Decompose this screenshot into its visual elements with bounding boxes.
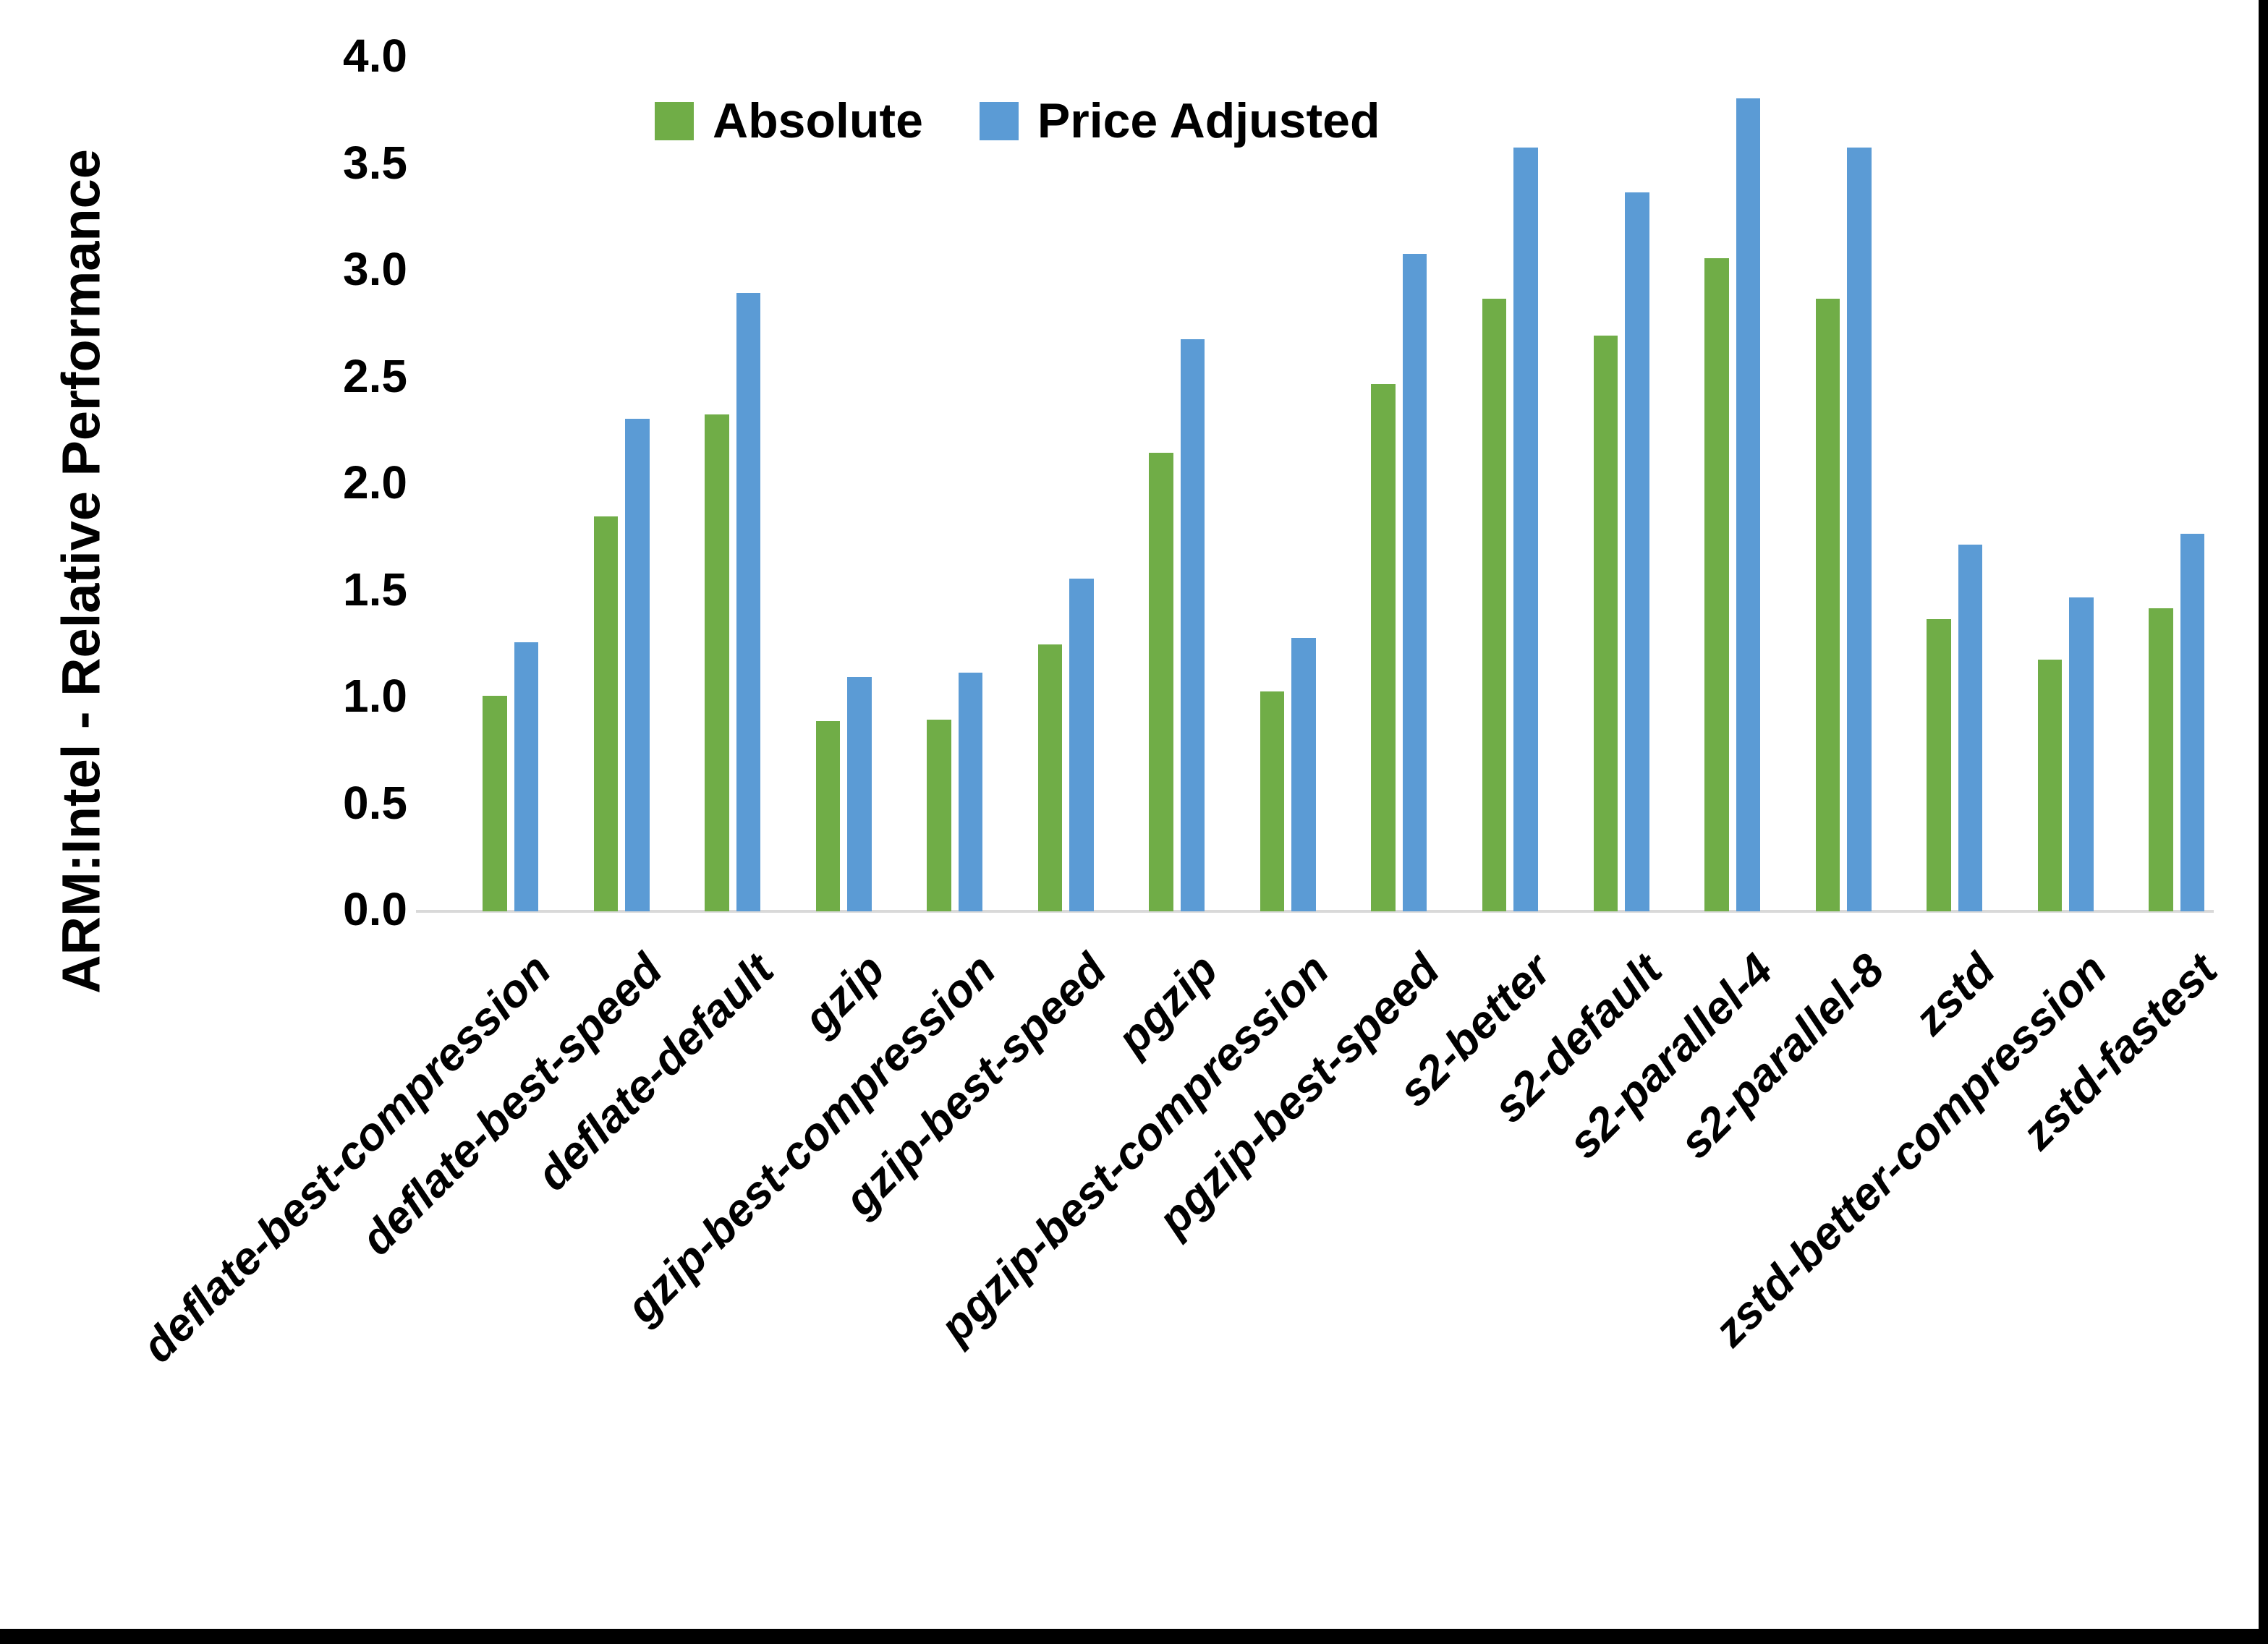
bar-price-adjusted [1402, 254, 1427, 911]
legend: Absolute Price Adjusted [655, 93, 1380, 149]
x-axis-label: zstd [1904, 944, 2005, 1045]
bar-price-adjusted [2069, 597, 2094, 911]
y-tick-label: 0.0 [343, 883, 407, 936]
y-tick-label: 2.0 [343, 456, 407, 509]
legend-item: Absolute [655, 93, 923, 149]
legend-label: Absolute [713, 93, 923, 148]
bar-price-adjusted [1513, 147, 1538, 911]
y-tick-label: 3.5 [343, 136, 407, 189]
bar-price-adjusted [1291, 638, 1316, 911]
bar-absolute [593, 516, 619, 911]
legend-swatch-icon [655, 101, 694, 140]
bar-absolute [927, 719, 951, 911]
bar-price-adjusted [1180, 339, 1205, 911]
y-tick-label: 2.5 [343, 349, 407, 402]
bar-price-adjusted [514, 642, 538, 911]
legend-item: Price Adjusted [979, 93, 1380, 149]
bar-price-adjusted [736, 292, 761, 911]
y-tick-label: 1.0 [343, 670, 407, 723]
bar-absolute [1704, 258, 1729, 911]
y-tick-label: 3.0 [343, 243, 407, 296]
y-tick-label: 1.5 [343, 563, 407, 616]
bar-price-adjusted [847, 676, 872, 911]
bar-price-adjusted [1847, 147, 1872, 911]
bar-absolute [1482, 299, 1507, 911]
y-axis-title: ARM:Intel - Relative Performance [51, 149, 111, 994]
y-tick-label: 0.5 [343, 776, 407, 829]
bar-absolute [1593, 335, 1618, 911]
bar-price-adjusted [625, 418, 650, 911]
bar-price-adjusted [1625, 192, 1649, 911]
bar-price-adjusted [1069, 578, 1094, 911]
bar-price-adjusted [958, 672, 983, 911]
bar-absolute [1037, 644, 1063, 911]
bar-absolute [2037, 659, 2063, 911]
y-tick-label: 4.0 [343, 30, 407, 82]
x-axis-line [416, 910, 2214, 913]
bar-absolute [2149, 608, 2173, 911]
bar-absolute [815, 721, 841, 911]
bar-absolute [1149, 452, 1173, 911]
x-axis-label: gzip [794, 944, 894, 1045]
bar-absolute [1927, 618, 1951, 911]
bar-price-adjusted [1958, 544, 1983, 911]
legend-swatch-icon [979, 101, 1019, 140]
bar-absolute [483, 696, 507, 911]
bar-price-adjusted [1736, 98, 1761, 911]
x-axis-label: deflate-best-compression [132, 944, 561, 1373]
legend-label: Price Adjusted [1037, 93, 1380, 148]
bar-absolute [1371, 384, 1396, 911]
bar-absolute [1260, 691, 1285, 911]
bar-absolute [1815, 299, 1840, 911]
bar-price-adjusted [2180, 533, 2205, 911]
bar-absolute [705, 414, 729, 911]
